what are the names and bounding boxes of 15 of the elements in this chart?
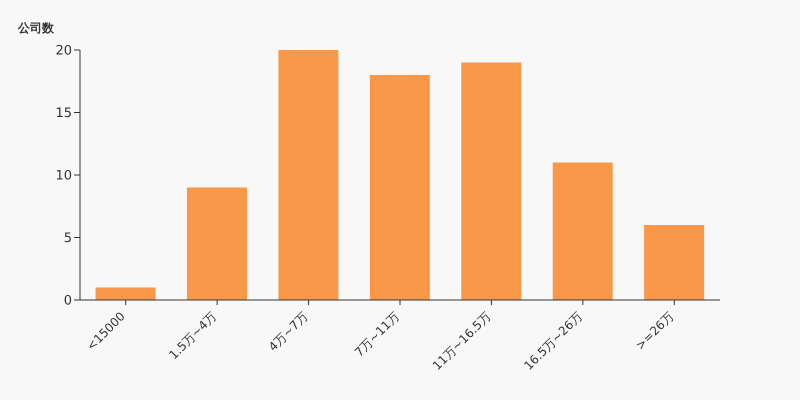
bar [370,75,430,300]
y-tick-label: 10 [55,168,72,184]
bar [644,225,704,300]
bar [461,62,522,300]
y-tick-label: 5 [64,231,72,246]
bar [278,50,338,300]
y-tick-label: 15 [55,106,72,122]
bar [552,162,613,300]
x-tick-label: 1.5万~4万 [166,309,220,362]
x-tick-label: 4万~7万 [266,309,311,354]
y-tick-label: 0 [64,294,72,309]
y-tick-label: 20 [55,44,72,59]
y-axis-title: 公司数 [17,21,55,35]
bar [96,288,156,300]
bar [186,188,247,300]
